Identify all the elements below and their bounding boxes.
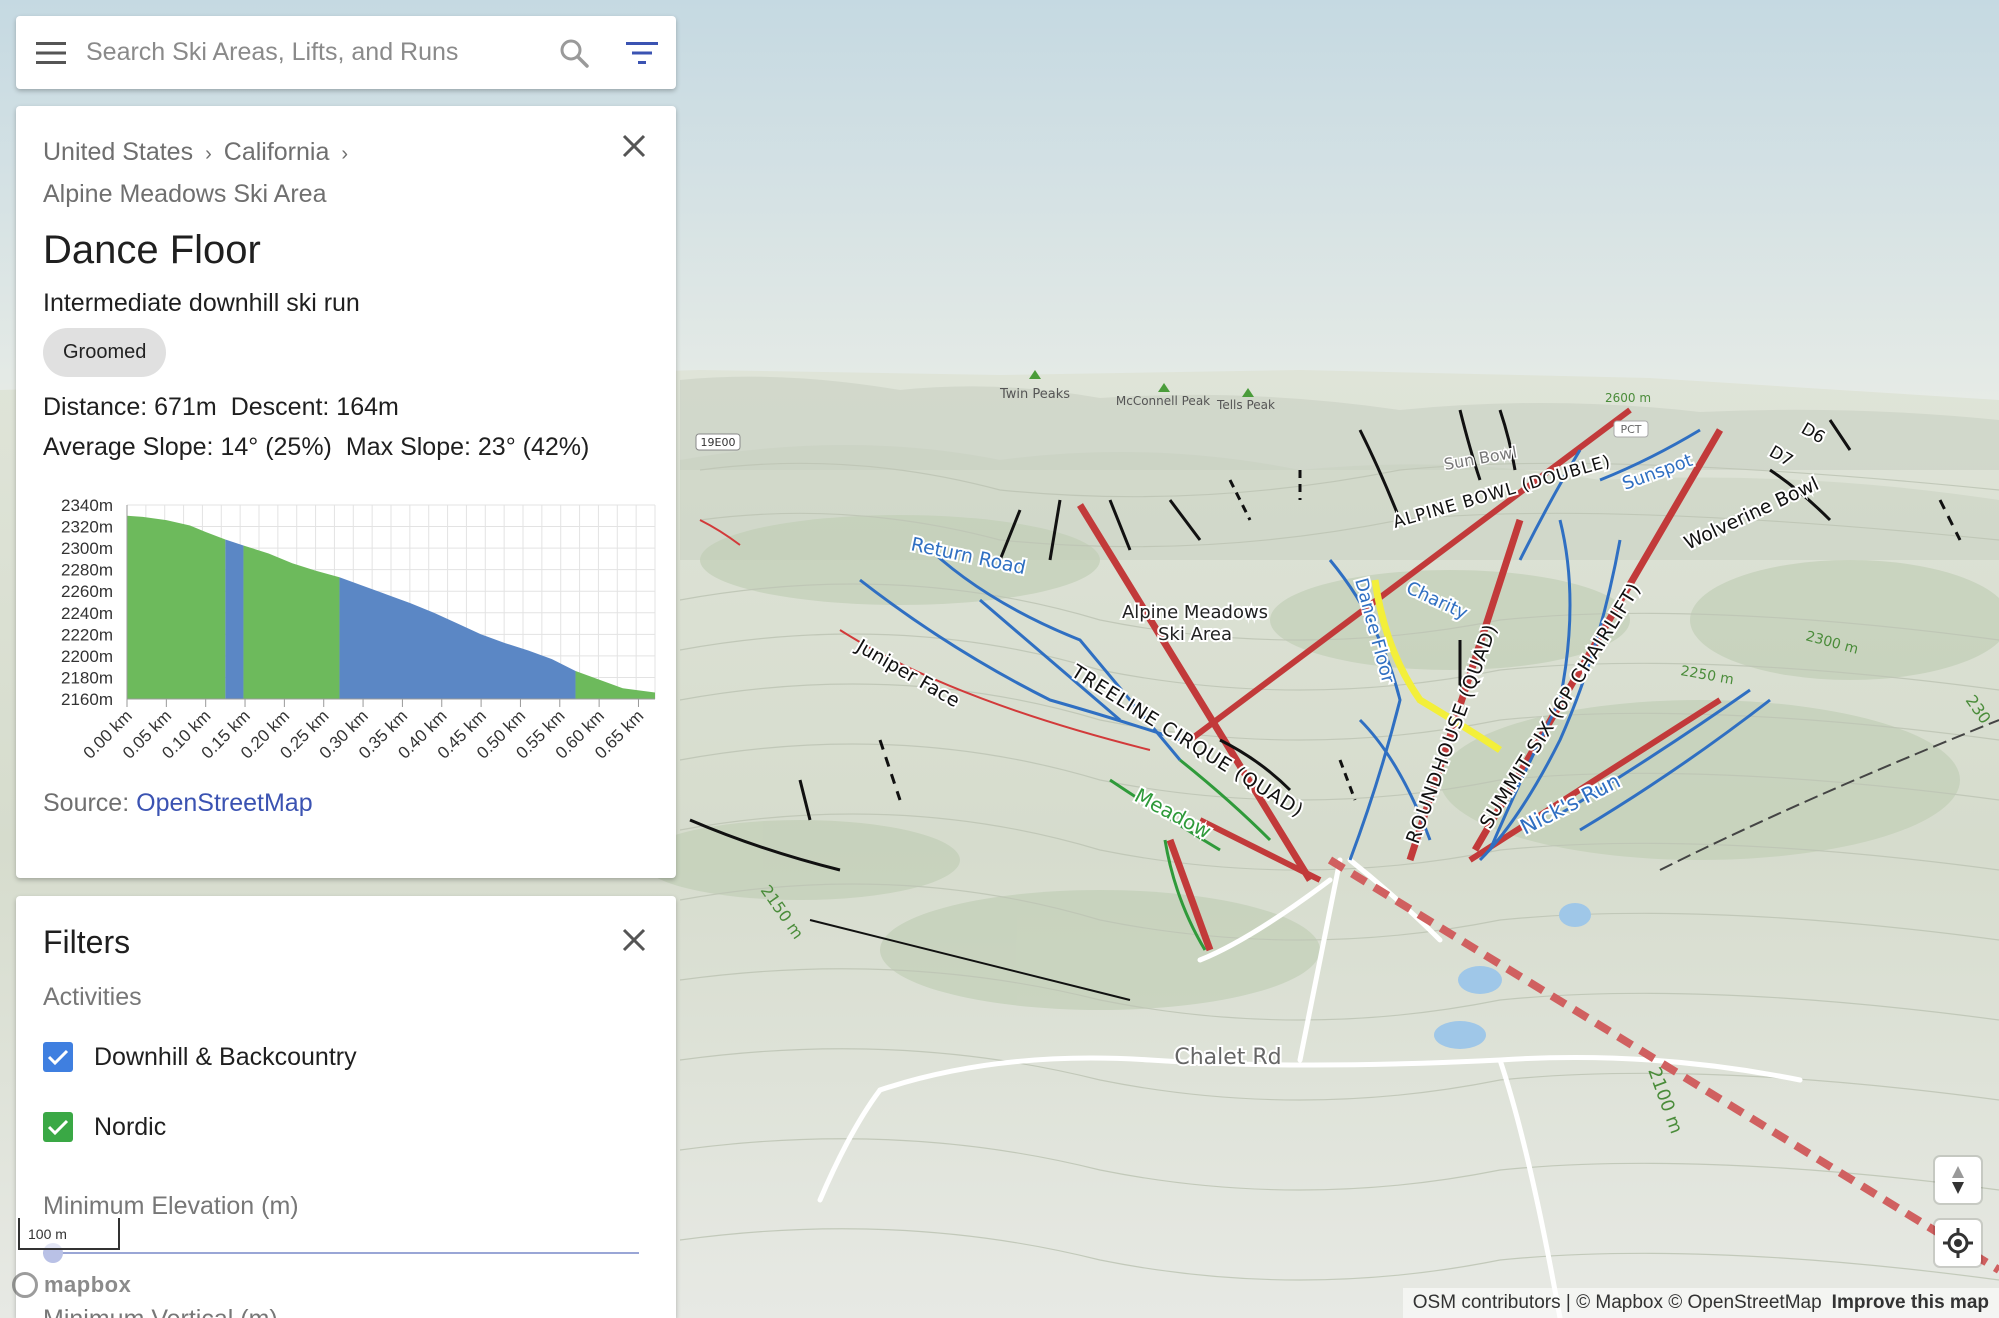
peak-markers bbox=[1029, 370, 1254, 397]
mapbox-logo-text: mapbox bbox=[44, 1272, 132, 1297]
breadcrumb: United States › California › Alpine Meadows… bbox=[43, 132, 649, 214]
max-slope-stat: Max Slope: 23° (42%) bbox=[345, 433, 590, 461]
lift-roundhouse bbox=[1406, 518, 1524, 862]
compass-button[interactable] bbox=[1935, 1157, 1981, 1203]
label-road-19e00: 19E00 bbox=[701, 436, 736, 449]
info-close-button[interactable] bbox=[614, 126, 654, 166]
filters-close-button[interactable] bbox=[614, 920, 654, 960]
y-tick-label: 2320m bbox=[61, 518, 113, 537]
menu-button[interactable] bbox=[16, 16, 86, 89]
run-dance-floor-highlight bbox=[1371, 579, 1502, 753]
run-info-panel: United States › California › Alpine Meadows… bbox=[16, 106, 676, 878]
y-tick-label: 2200m bbox=[61, 647, 113, 666]
run-stats: Distance: 671m Descent: 164m Average Slop… bbox=[43, 387, 649, 467]
source-link[interactable]: OpenStreetMap bbox=[136, 789, 313, 817]
distance-stat: Distance: 671m bbox=[43, 393, 217, 421]
label-peak-mcconnell: McConnell Peak bbox=[1116, 394, 1210, 408]
chevron-right-icon: › bbox=[205, 143, 212, 165]
min-vertical-label: Minimum Vertical (m) bbox=[43, 1305, 649, 1318]
min-elevation-slider[interactable] bbox=[43, 1243, 639, 1263]
y-tick-label: 2180m bbox=[61, 668, 113, 687]
label-ski-area-1: Alpine Meadows bbox=[1122, 602, 1268, 623]
elevation-area-segment-4 bbox=[575, 670, 655, 699]
elevation-area-segment-0 bbox=[127, 515, 226, 699]
nordic-checkbox-row[interactable]: Nordic bbox=[43, 1102, 649, 1152]
lift-meadow bbox=[1166, 838, 1214, 952]
downhill-label: Downhill & Backcountry bbox=[94, 1042, 357, 1071]
elevation-area-segment-2 bbox=[243, 545, 340, 699]
contour-lines bbox=[679, 462, 1999, 1281]
lift-nicks bbox=[1468, 697, 1722, 863]
label-ski-area-2: Ski Area bbox=[1158, 624, 1232, 645]
lift-alpine-bowl bbox=[1188, 407, 1632, 743]
checkmark-icon bbox=[47, 1049, 69, 1066]
source-line: Source: OpenStreetMap bbox=[43, 789, 649, 818]
lakes bbox=[1434, 903, 1591, 1049]
filter-button[interactable] bbox=[608, 16, 676, 89]
search-input[interactable] bbox=[86, 27, 540, 78]
filters-title: Filters bbox=[43, 924, 131, 960]
y-tick-label: 2240m bbox=[61, 604, 113, 623]
label-road-chalet: Chalet Rd bbox=[1174, 1045, 1281, 1070]
breadcrumb-country[interactable]: United States bbox=[43, 138, 194, 166]
nordic-checkbox[interactable] bbox=[43, 1112, 73, 1142]
compass-icon bbox=[1952, 1166, 1964, 1194]
mapbox-logo[interactable]: mapbox bbox=[12, 1272, 131, 1298]
label-peak-twin: Twin Peaks bbox=[999, 387, 1070, 402]
locate-button[interactable] bbox=[1935, 1220, 1981, 1266]
y-tick-label: 2340m bbox=[61, 496, 113, 515]
label-contour-2600: 2600 m bbox=[1605, 391, 1651, 405]
map-runs-intermediate bbox=[859, 428, 1771, 862]
improve-map-link[interactable]: Improve this map bbox=[1831, 1292, 1989, 1313]
min-elevation-label: Minimum Elevation (m) bbox=[43, 1192, 299, 1220]
locate-icon bbox=[1943, 1228, 1973, 1258]
downhill-checkbox[interactable] bbox=[43, 1042, 73, 1072]
avg-slope-stat: Average Slope: 14° (25%) bbox=[43, 433, 332, 461]
map-runs-easy bbox=[1109, 758, 1272, 951]
elevation-area-segment-3 bbox=[339, 577, 576, 699]
activities-label: Activities bbox=[43, 983, 142, 1011]
close-icon bbox=[622, 134, 646, 158]
label-road-pct: PCT bbox=[1620, 423, 1641, 436]
run-type: Intermediate downhill ski run bbox=[43, 289, 360, 317]
elevation-profile-chart: 2340m 2320m 2300m 2280m 2260m 2240m 2220m 2200m… bbox=[43, 485, 663, 785]
y-tick-label: 2300m bbox=[61, 539, 113, 558]
groomed-chip: Groomed bbox=[43, 328, 167, 377]
attribution-text[interactable]: OSM contributors | © Mapbox © OpenStreet… bbox=[1412, 1292, 1822, 1313]
filters-panel: Filters Activities Downhill & Backcountr… bbox=[16, 896, 676, 1318]
scale-bar: 100 m bbox=[18, 1218, 120, 1250]
map-runs-expert bbox=[689, 409, 1999, 1001]
y-tick-label: 2220m bbox=[61, 625, 113, 644]
chevron-right-icon: › bbox=[341, 143, 349, 165]
map-attribution: OSM contributors | © Mapbox © OpenStreet… bbox=[1402, 1288, 1999, 1318]
map-runs-advanced-thin bbox=[699, 519, 1151, 751]
breadcrumb-state[interactable]: California bbox=[223, 138, 330, 166]
y-tick-label: 2260m bbox=[61, 582, 113, 601]
y-tick-label: 2280m bbox=[61, 561, 113, 580]
hamburger-icon bbox=[36, 41, 66, 64]
slider-track bbox=[43, 1252, 639, 1254]
filter-icon bbox=[626, 41, 658, 64]
mapbox-logo-icon bbox=[12, 1272, 38, 1298]
nordic-label: Nordic bbox=[94, 1112, 167, 1141]
close-icon bbox=[622, 928, 646, 952]
magnifier-icon bbox=[560, 39, 589, 68]
search-button[interactable] bbox=[540, 16, 608, 89]
elevation-area-segment-1 bbox=[225, 539, 244, 699]
source-label: Source: bbox=[43, 789, 130, 817]
breadcrumb-ski-area[interactable]: Alpine Meadows Ski Area bbox=[43, 180, 327, 208]
run-title: Dance Floor bbox=[43, 228, 261, 272]
search-bar bbox=[16, 16, 676, 89]
lift-main bbox=[1327, 856, 1999, 1274]
label-peak-tells: Tells Peak bbox=[1216, 398, 1275, 412]
lift-treeline bbox=[1077, 503, 1313, 882]
downhill-checkbox-row[interactable]: Downhill & Backcountry bbox=[43, 1032, 649, 1082]
checkmark-icon bbox=[47, 1119, 69, 1136]
elevation-chart-svg: 2340m 2320m 2300m 2280m 2260m 2240m 2220m 2200m… bbox=[61, 496, 656, 763]
y-tick-label: 2160m bbox=[61, 690, 113, 709]
descent-stat: Descent: 164m bbox=[230, 393, 399, 421]
forest-patches bbox=[640, 515, 1999, 1010]
